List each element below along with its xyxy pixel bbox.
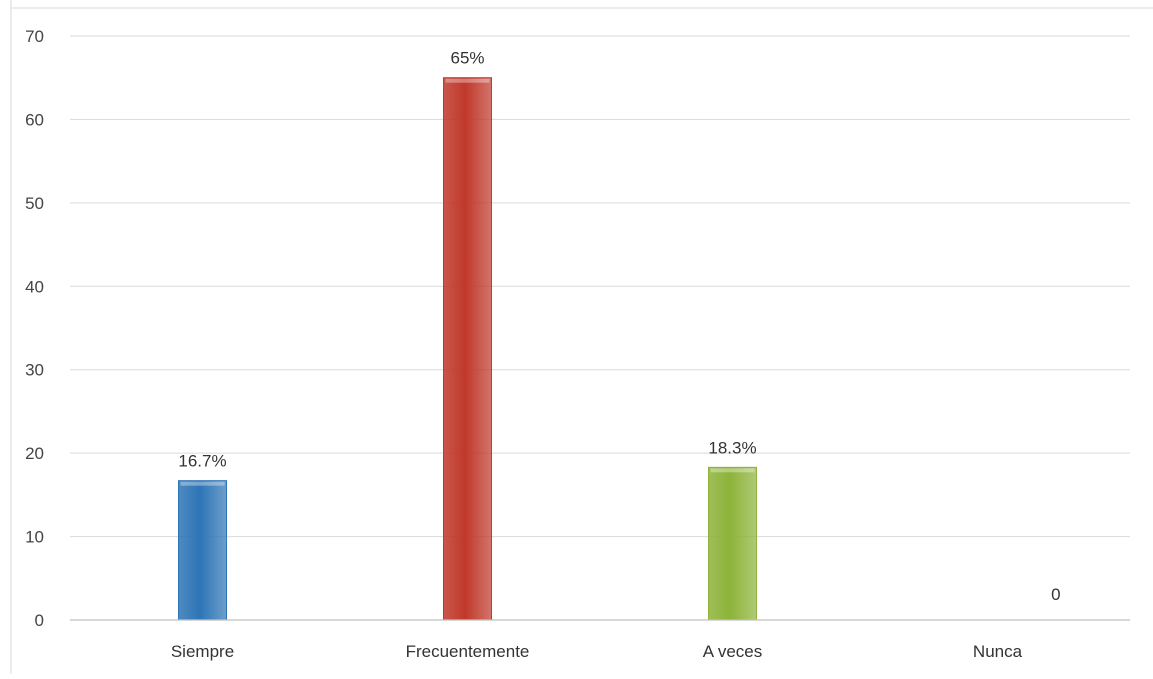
- bar-frecuentemente: [443, 77, 492, 621]
- data-label: 65%: [450, 49, 484, 68]
- category-label: Siempre: [171, 642, 234, 661]
- y-tick-label: 40: [25, 277, 44, 296]
- bar-highlight: [710, 468, 755, 473]
- y-tick-label: 60: [25, 110, 44, 129]
- y-tick-label: 20: [25, 444, 44, 463]
- data-label: 0: [1051, 585, 1060, 604]
- bar-siempre: [178, 480, 227, 621]
- data-labels: 16.7% 65% 18.3% 0: [178, 49, 1060, 604]
- y-axis-ticks: 0 10 20 30 40 50 60 70: [25, 27, 44, 630]
- category-label: Nunca: [973, 642, 1023, 661]
- y-tick-label: 70: [25, 27, 44, 46]
- gridlines: [70, 35, 1130, 538]
- y-tick-label: 30: [25, 361, 44, 380]
- bar-highlight: [180, 481, 225, 486]
- x-axis-categories: Siempre Frecuentemente A veces Nunca: [171, 642, 1023, 661]
- y-tick-label: 10: [25, 528, 44, 547]
- category-label: Frecuentemente: [406, 642, 530, 661]
- bars: [178, 77, 757, 621]
- bar-highlight: [445, 78, 490, 83]
- category-label: A veces: [703, 642, 763, 661]
- y-tick-label: 50: [25, 194, 44, 213]
- data-label: 18.3%: [708, 438, 756, 457]
- bar-a-veces: [708, 466, 757, 621]
- y-tick-label: 0: [35, 611, 44, 630]
- data-label: 16.7%: [178, 452, 226, 471]
